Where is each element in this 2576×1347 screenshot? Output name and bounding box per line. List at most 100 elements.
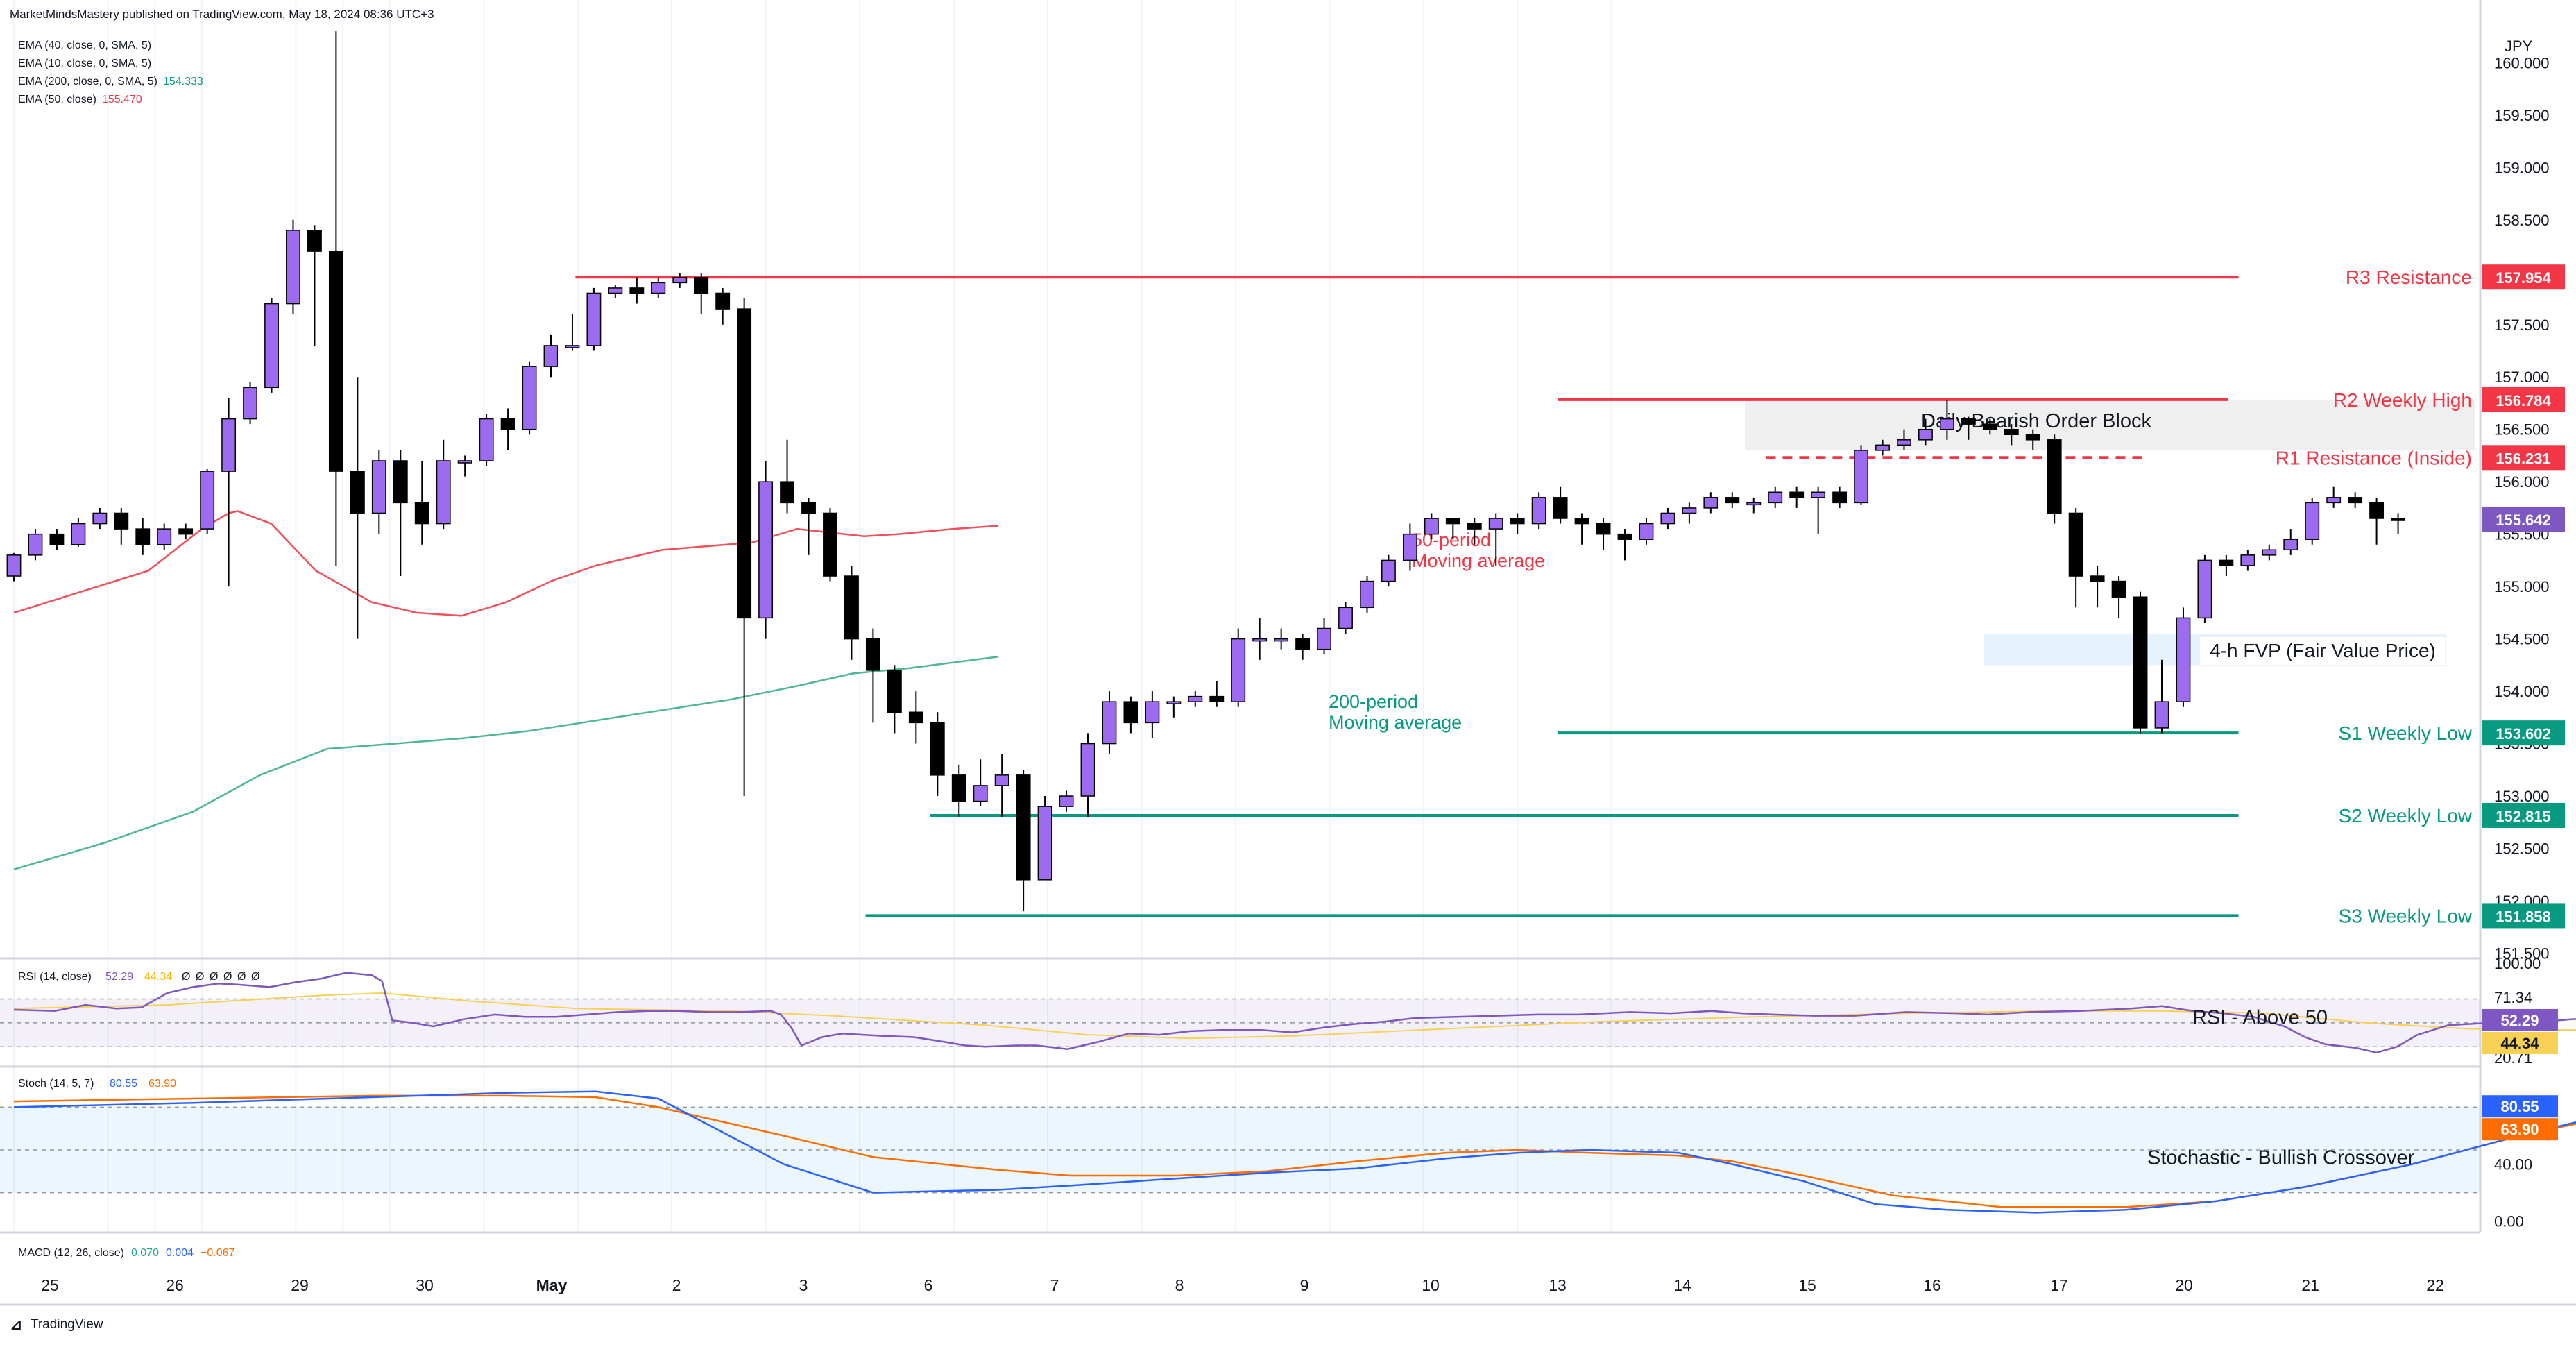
candle-body[interactable]	[2004, 428, 2019, 436]
candle-body[interactable]	[2068, 512, 2083, 577]
candle-body[interactable]	[371, 460, 386, 514]
candle-body[interactable]	[908, 711, 923, 724]
candle-body[interactable]	[178, 528, 194, 535]
candle-body[interactable]	[1531, 497, 1546, 525]
candle-body[interactable]	[328, 251, 343, 472]
candle-body[interactable]	[1682, 507, 1697, 514]
candle-body[interactable]	[2219, 559, 2234, 566]
candle-body[interactable]	[307, 230, 322, 252]
candle-body[interactable]	[2369, 502, 2385, 519]
candle-body[interactable]	[694, 277, 709, 294]
macd-legend[interactable]: MACD (12, 26, close) 0.070 0.004 −0.067	[18, 1247, 235, 1259]
candle-body[interactable]	[823, 512, 837, 577]
candle-body[interactable]	[1274, 638, 1289, 642]
legend-ema10[interactable]: EMA (10, close, 0, SMA, 5)	[18, 58, 151, 69]
candle-body[interactable]	[6, 554, 22, 577]
candle-body[interactable]	[994, 774, 1009, 786]
candle-body[interactable]	[2133, 596, 2148, 729]
candle-body[interactable]	[264, 303, 279, 389]
candle-body[interactable]	[1832, 491, 1848, 504]
candle-body[interactable]	[1617, 533, 1632, 540]
candle-body[interactable]	[758, 481, 774, 619]
candle-body[interactable]	[522, 366, 537, 430]
candle-body[interactable]	[1811, 491, 1826, 498]
candle-body[interactable]	[1424, 518, 1439, 535]
rsi-title[interactable]: RSI (14, close)	[18, 971, 92, 983]
candle-body[interactable]	[1059, 795, 1074, 807]
candle-body[interactable]	[2348, 497, 2363, 504]
candlestick-series[interactable]	[6, 31, 2405, 912]
candle-body[interactable]	[1660, 512, 1675, 525]
candle-body[interactable]	[1939, 418, 1954, 430]
candle-body[interactable]	[114, 512, 129, 530]
candle-body[interactable]	[243, 387, 257, 420]
candle-body[interactable]	[1875, 444, 1890, 451]
candle-body[interactable]	[973, 785, 988, 802]
candle-body[interactable]	[2176, 617, 2191, 702]
candle-body[interactable]	[2326, 497, 2342, 504]
candle-body[interactable]	[221, 418, 237, 472]
candle-body[interactable]	[1188, 695, 1203, 702]
candle-body[interactable]	[1488, 518, 1503, 530]
candle-body[interactable]	[1037, 806, 1052, 881]
candle-body[interactable]	[135, 528, 151, 545]
candle-body[interactable]	[1123, 701, 1138, 724]
candle-body[interactable]	[1746, 502, 1762, 506]
candle-body[interactable]	[1553, 497, 1568, 519]
candle-body[interactable]	[1703, 497, 1718, 509]
stochastic-panel[interactable]: Stoch (14, 5, 7) 80.55 63.90 Stochastic - B…	[0, 1078, 2576, 1230]
candle-body[interactable]	[565, 345, 580, 348]
candle-body[interactable]	[2240, 554, 2255, 566]
candle-body[interactable]	[2305, 502, 2320, 540]
candle-body[interactable]	[457, 460, 472, 464]
candle-body[interactable]	[200, 471, 215, 530]
candle-body[interactable]	[2047, 439, 2062, 514]
candle-body[interactable]	[1961, 418, 1976, 425]
candle-body[interactable]	[1145, 701, 1160, 724]
candle-body[interactable]	[1982, 423, 1997, 430]
candle-body[interactable]	[157, 528, 172, 545]
candle-body[interactable]	[1102, 701, 1117, 745]
candle-body[interactable]	[414, 502, 429, 525]
candle-body[interactable]	[436, 460, 451, 525]
candle-body[interactable]	[2391, 518, 2405, 521]
candle-body[interactable]	[1445, 518, 1460, 525]
candle-body[interactable]	[1596, 523, 1611, 535]
candle-body[interactable]	[672, 277, 688, 284]
candle-body[interactable]	[350, 471, 365, 514]
candle-body[interactable]	[500, 418, 515, 430]
candle-body[interactable]	[2025, 434, 2040, 441]
candle-body[interactable]	[1510, 518, 1525, 525]
candle-body[interactable]	[586, 292, 602, 346]
stoch-title[interactable]: Stoch (14, 5, 7)	[18, 1078, 94, 1090]
legend-ema200[interactable]: EMA (200, close, 0, SMA, 5) 154.333	[18, 76, 203, 87]
tradingview-logo[interactable]: ⊿ TradingView	[10, 1316, 103, 1333]
candle-body[interactable]	[1338, 607, 1353, 629]
candle-body[interactable]	[1166, 701, 1182, 704]
candle-body[interactable]	[28, 533, 43, 556]
time-axis[interactable]: 25 26 29 30 May 2 3 6 7 8 9 10 13 14 15 16 17 20 21 22	[41, 1276, 2444, 1294]
candle-body[interactable]	[2283, 539, 2298, 551]
candle-body[interactable]	[2111, 580, 2126, 598]
candle-body[interactable]	[951, 774, 966, 802]
candle-body[interactable]	[1789, 491, 1805, 498]
candle-body[interactable]	[780, 481, 794, 504]
candle-body[interactable]	[608, 287, 623, 294]
candle-body[interactable]	[651, 282, 666, 294]
candle-body[interactable]	[1574, 518, 1589, 525]
candle-body[interactable]	[801, 502, 816, 514]
candle-body[interactable]	[1467, 523, 1482, 530]
candle-body[interactable]	[1252, 638, 1268, 642]
candle-body[interactable]	[393, 460, 408, 504]
candle-body[interactable]	[1231, 638, 1246, 702]
candle-body[interactable]	[92, 512, 108, 525]
candle-body[interactable]	[286, 230, 300, 305]
candle-body[interactable]	[543, 345, 558, 367]
candle-body[interactable]	[887, 670, 902, 713]
candle-body[interactable]	[1317, 627, 1331, 650]
candle-body[interactable]	[1080, 743, 1095, 797]
candle-body[interactable]	[479, 418, 494, 461]
